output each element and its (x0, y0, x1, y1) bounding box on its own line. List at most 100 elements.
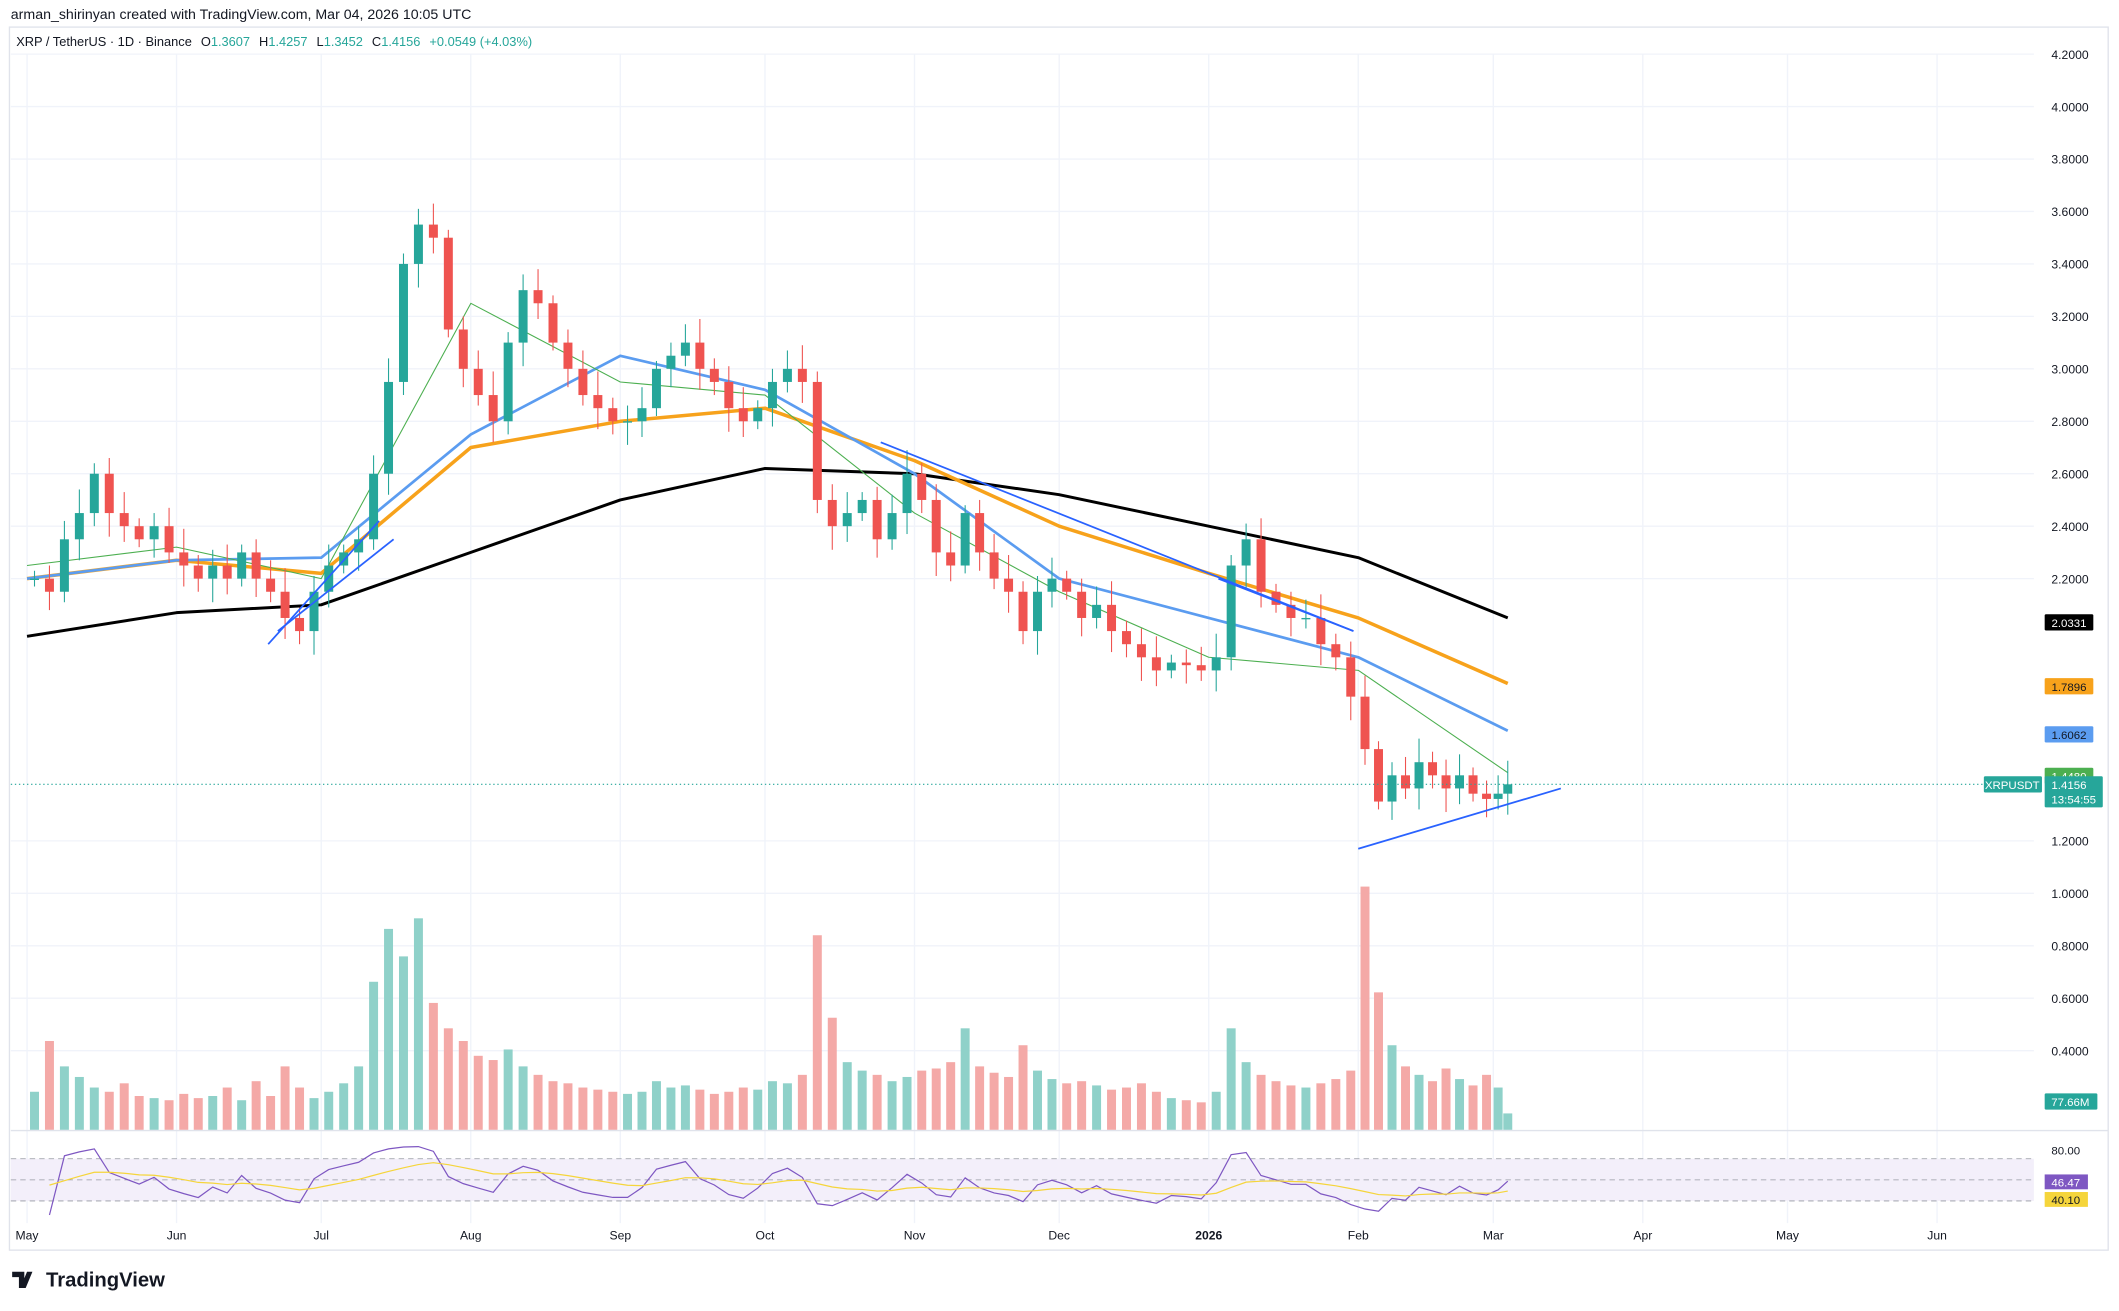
candle-body (1271, 591, 1281, 605)
volume-bar (872, 1074, 882, 1130)
volume-bar (458, 1041, 468, 1130)
time-tick-label: May (16, 1228, 40, 1242)
time-tick-label: Jun (1927, 1228, 1947, 1242)
symbol-title: XRP / TetherUS · 1D · Binance (16, 34, 192, 49)
volume-bar (1441, 1068, 1451, 1130)
moving-averages (26, 302, 1509, 774)
price-tick-label: 1.0000 (2051, 887, 2088, 901)
candle-body (960, 513, 970, 566)
volume-bar (1360, 886, 1370, 1130)
volume-bar (623, 1093, 633, 1130)
volume-bar (89, 1087, 99, 1130)
volume-bar (413, 918, 423, 1130)
volume-bar (593, 1089, 603, 1130)
trendlines[interactable] (267, 441, 1562, 850)
volume-bar (797, 1074, 807, 1130)
volume-bars (30, 886, 1513, 1130)
candle-body (1493, 793, 1503, 799)
volume-bar (179, 1093, 189, 1130)
candle-body (179, 552, 189, 566)
candle-body (488, 395, 498, 422)
price-axis[interactable]: 4.2000 4.0000 3.8000 3.6000 3.4000 3.2000 3.00… (2051, 48, 2088, 1059)
candle-body (1286, 604, 1296, 618)
candle-body (134, 526, 144, 540)
volume-bar (1241, 1062, 1251, 1130)
volume-bar (724, 1091, 734, 1130)
volume-bar (1331, 1079, 1341, 1130)
volume-bar (1482, 1074, 1492, 1130)
candle-body (872, 499, 882, 540)
volume-bar (473, 1055, 483, 1130)
volume-badge (2044, 1093, 2098, 1110)
price-tick-label: 3.0000 (2051, 363, 2088, 377)
candle-body (917, 473, 927, 500)
candle-body (767, 381, 777, 409)
candle-body (857, 499, 867, 514)
price-tick-label: 2.2000 (2051, 572, 2088, 586)
price-tick-label: 3.2000 (2051, 310, 2088, 324)
candle-body (280, 591, 290, 618)
candle-body (222, 565, 232, 579)
volume-bar (208, 1095, 218, 1130)
ma-line-ma50 (26, 354, 1509, 732)
time-tick-label: Nov (904, 1228, 927, 1242)
volume-bar (193, 1098, 203, 1130)
time-tick-label: Sep (609, 1228, 631, 1242)
time-tick-label: Oct (756, 1228, 776, 1242)
candle-body (104, 473, 114, 514)
trendline (277, 538, 395, 632)
candle-body (384, 381, 394, 474)
volume-bar (222, 1087, 232, 1130)
volume-bar (518, 1066, 528, 1130)
volume-bar (989, 1072, 999, 1130)
volume-bar (324, 1091, 334, 1130)
volume-bar (666, 1087, 676, 1130)
candle-body (369, 473, 379, 540)
candle-body (1374, 749, 1383, 802)
time-axis[interactable]: May Jun Jul Aug Sep Oct Nov Dec 2026 Feb Mar Apr May… (16, 1228, 1947, 1242)
candle-body (309, 591, 319, 632)
volume-bar (1136, 1083, 1146, 1130)
volume-bar (134, 1095, 144, 1130)
candle-body (1331, 644, 1341, 658)
candle-body (1062, 578, 1072, 592)
candle-body (724, 381, 734, 409)
time-tick-label: Aug (460, 1228, 482, 1242)
price-tick-label: 2.8000 (2051, 415, 2088, 429)
candle-body (695, 342, 705, 369)
candle-body (503, 342, 513, 422)
candle-body (1428, 762, 1438, 776)
volume-bar (1493, 1087, 1503, 1130)
candle-body (30, 578, 39, 580)
volume-bar (1181, 1100, 1191, 1130)
candle-body (324, 565, 334, 592)
volume-bar (1196, 1102, 1206, 1130)
price-tick-label: 3.6000 (2051, 205, 2088, 219)
candle-body (975, 513, 985, 553)
candle-body (812, 381, 822, 500)
candle-body (1033, 591, 1042, 632)
volume-bar (917, 1070, 927, 1130)
candle-body (74, 513, 84, 540)
candle-body (208, 565, 218, 579)
ma-line-ma100 (26, 406, 1509, 686)
volume-bar (74, 1076, 84, 1130)
tradingview-logo[interactable]: TradingView (12, 1270, 165, 1292)
candle-body (1018, 591, 1028, 632)
price-tick-label: 0.6000 (2051, 992, 2088, 1006)
credit-text: arman_shirinyan created with TradingView… (11, 7, 472, 23)
candle-body (1301, 617, 1311, 620)
volume-bar (887, 1081, 897, 1130)
candle-body (1122, 631, 1131, 645)
candle-body (398, 263, 408, 382)
volume-bar (1256, 1074, 1266, 1130)
volume-bar (295, 1087, 305, 1130)
volume-bar (931, 1068, 941, 1130)
volume-bar (1166, 1098, 1176, 1130)
candle-body (251, 552, 261, 579)
volume-bar (339, 1083, 349, 1130)
volume-bar (503, 1049, 513, 1130)
candle-body (1047, 578, 1057, 592)
volume-bar (384, 928, 394, 1130)
